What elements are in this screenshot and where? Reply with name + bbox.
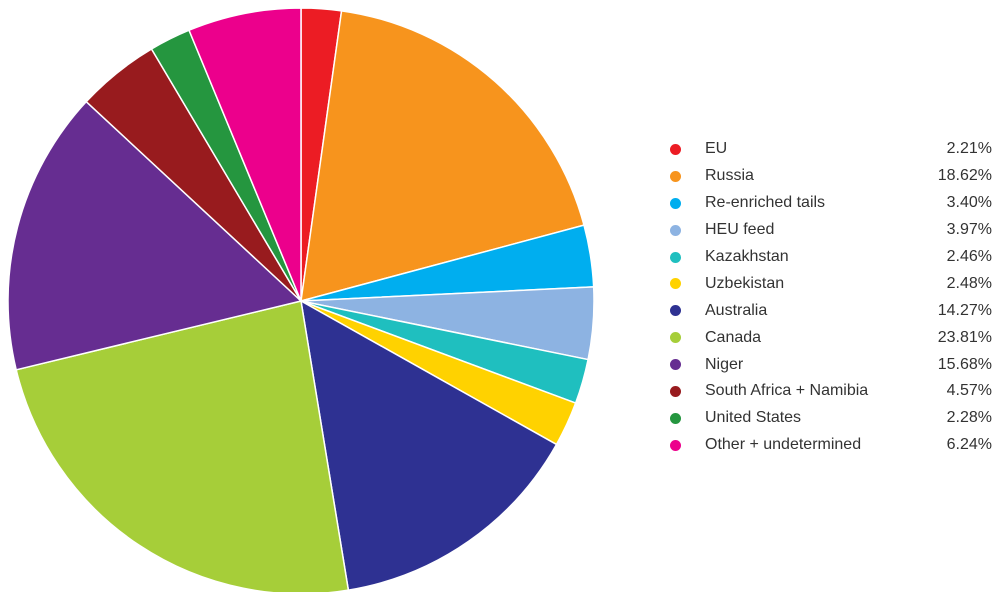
pie-slice-australia	[300, 300, 558, 591]
legend-label: Niger	[705, 355, 744, 373]
legend-color-dot	[670, 332, 681, 344]
legend-item-australia: Australia 14.27%	[668, 297, 996, 324]
legend-item-eu: EU 2.21%	[668, 136, 996, 163]
legend-label: Re-enriched tails	[705, 194, 826, 212]
pie-slice-other-undetermined	[188, 7, 302, 302]
pie-slice-russia	[300, 10, 585, 302]
legend-item-united-states: United States 2.28%	[668, 405, 996, 432]
pie-slice-canada	[15, 300, 350, 592]
legend-value: 2.46%	[946, 248, 992, 265]
legend-color-dot	[670, 278, 681, 290]
legend-value: 4.57%	[946, 382, 992, 400]
legend-value: 18.62%	[937, 167, 992, 185]
legend-label: Canada	[705, 328, 762, 346]
legend-label: Uzbekistan	[705, 274, 785, 292]
legend-item-re-enriched-tails: Re-enriched tails 3.40%	[668, 190, 996, 217]
legend-color-dot	[670, 412, 681, 424]
legend-value: 2.48%	[946, 274, 992, 292]
legend-label: Kazakhstan	[705, 248, 789, 265]
legend-label: EU	[705, 140, 728, 158]
legend-item-kazakhstan: Kazakhstan 2.46%	[668, 244, 996, 271]
pie-slice-niger	[7, 100, 302, 371]
legend-item-other-undetermined: Other + undetermined 6.24%	[668, 432, 996, 459]
legend-color-dot	[670, 224, 681, 236]
legend-value: 23.81%	[937, 328, 992, 346]
legend-label: Russia	[705, 167, 754, 185]
legend-label: United States	[705, 409, 802, 427]
legend-item-south-africa-namibia: South Africa + Namibia 4.57%	[668, 378, 996, 405]
legend-value: 3.97%	[946, 221, 992, 239]
legend-label: South Africa + Namibia	[705, 382, 869, 400]
legend-color-dot	[670, 197, 681, 209]
chart-legend: EU 2.21% Russia 18.62% Re-enriched tails 3.40…	[668, 136, 996, 459]
legend-color-dot	[670, 170, 681, 182]
legend-color-dot	[670, 439, 681, 451]
legend-label: Australia	[705, 301, 768, 319]
legend-item-niger: Niger 15.68%	[668, 351, 996, 378]
legend-label: HEU feed	[705, 221, 775, 239]
legend-value: 3.40%	[946, 194, 992, 212]
legend-color-dot	[670, 305, 681, 317]
legend-label: Other + undetermined	[705, 436, 862, 454]
legend-item-uzbekistan: Uzbekistan 2.48%	[668, 270, 996, 297]
legend-color-dot	[670, 385, 681, 397]
legend-value: 6.24%	[946, 436, 992, 454]
legend-value: 14.27%	[937, 301, 992, 319]
legend-item-russia: Russia 18.62%	[668, 163, 996, 190]
legend-value: 2.28%	[946, 409, 992, 427]
legend-color-dot	[670, 143, 681, 155]
legend-item-canada: Canada 23.81%	[668, 324, 996, 351]
legend-value: 15.68%	[937, 355, 992, 373]
legend-item-heu-feed: HEU feed 3.97%	[668, 217, 996, 244]
legend-color-dot	[670, 251, 681, 263]
legend-color-dot	[670, 359, 681, 371]
legend-value: 2.21%	[946, 140, 992, 158]
